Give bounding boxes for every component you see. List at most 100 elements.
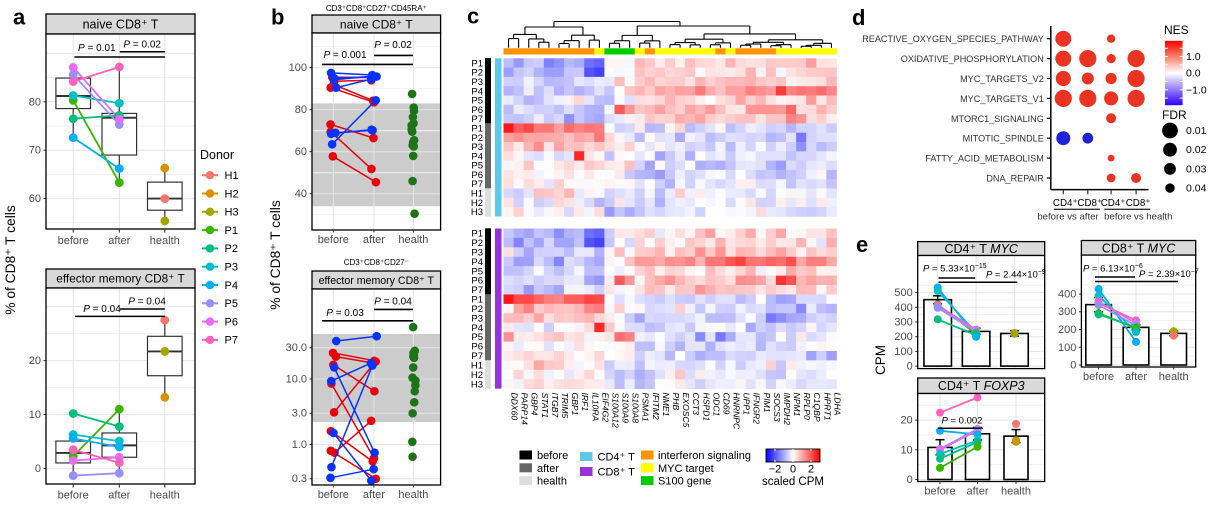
svg-text:P2: P2	[471, 68, 483, 79]
svg-text:30.0: 30.0	[286, 342, 307, 354]
svg-text:S100A9: S100A9	[621, 392, 631, 423]
svg-text:P5: P5	[225, 298, 238, 310]
svg-text:10: 10	[900, 444, 912, 456]
svg-text:P4: P4	[471, 323, 483, 334]
svg-text:P = 0.04: P = 0.04	[83, 304, 121, 315]
svg-text:100: 100	[1058, 342, 1076, 354]
svg-text:CD8⁺: CD8⁺	[1077, 198, 1102, 209]
svg-text:60: 60	[29, 193, 41, 205]
svg-text:c: c	[467, 4, 479, 29]
svg-text:H2: H2	[471, 370, 483, 381]
svg-text:IL10RA: IL10RA	[590, 393, 600, 422]
svg-text:CD4⁺: CD4⁺	[1053, 198, 1078, 209]
svg-text:S100A12: S100A12	[610, 392, 620, 428]
svg-text:100: 100	[289, 62, 307, 74]
svg-text:before: before	[318, 234, 349, 246]
svg-text:100: 100	[894, 346, 912, 358]
svg-text:FATTY_ACID_METABOLISM: FATTY_ACID_METABOLISM	[925, 154, 1043, 164]
svg-text:before: before	[537, 450, 568, 462]
svg-text:P = 0.04: P = 0.04	[374, 297, 412, 308]
svg-text:0: 0	[907, 361, 913, 373]
svg-text:IRF1: IRF1	[580, 393, 590, 412]
svg-text:MTORC1_SIGNALING: MTORC1_SIGNALING	[951, 114, 1044, 124]
svg-text:PIM1: PIM1	[762, 393, 772, 413]
svg-text:b: b	[271, 5, 284, 30]
svg-text:effector memory CD8⁺ T: effector memory CD8⁺ T	[56, 272, 184, 286]
svg-text:0.3: 0.3	[292, 473, 307, 485]
svg-text:400: 400	[1058, 289, 1076, 301]
svg-text:200: 200	[1058, 324, 1076, 336]
svg-text:−1.0: −1.0	[1186, 84, 1207, 96]
svg-text:3.0: 3.0	[292, 408, 307, 420]
svg-text:P4: P4	[471, 151, 483, 162]
svg-text:STAT1: STAT1	[540, 392, 550, 418]
svg-text:CD4⁺ T FOXP3: CD4⁺ T FOXP3	[938, 379, 1025, 393]
svg-text:SOCS3: SOCS3	[772, 393, 782, 422]
svg-text:CD4⁺ T MYC: CD4⁺ T MYC	[944, 242, 1018, 256]
svg-text:80: 80	[29, 96, 41, 108]
svg-text:PHB: PHB	[671, 393, 681, 411]
svg-text:HPRT1: HPRT1	[822, 392, 832, 420]
svg-text:Donor: Donor	[200, 148, 234, 162]
svg-text:P7: P7	[471, 351, 483, 362]
svg-text:NME1: NME1	[661, 393, 671, 417]
svg-text:0: 0	[1070, 360, 1076, 372]
svg-text:P6: P6	[471, 170, 483, 181]
svg-text:300: 300	[894, 317, 912, 329]
svg-text:naive CD8⁺ T: naive CD8⁺ T	[83, 18, 159, 32]
svg-text:effector memory CD8⁺ T: effector memory CD8⁺ T	[319, 275, 435, 287]
svg-text:H1: H1	[471, 361, 483, 372]
svg-text:20: 20	[900, 415, 912, 427]
svg-text:0.0: 0.0	[1186, 68, 1201, 80]
svg-text:IMPDH2: IMPDH2	[782, 393, 792, 426]
svg-text:before: before	[1083, 371, 1114, 383]
svg-text:before: before	[924, 486, 955, 498]
svg-text:MITOTIC_SPINDLE: MITOTIC_SPINDLE	[963, 134, 1044, 144]
svg-text:H1: H1	[471, 189, 483, 200]
svg-text:scaled CPM: scaled CPM	[762, 476, 824, 488]
svg-text:after: after	[966, 486, 988, 498]
svg-text:RPLP0: RPLP0	[802, 393, 812, 420]
svg-text:REACTIVE_OXYGEN_SPECIES_PATHWA: REACTIVE_OXYGEN_SPECIES_PATHWAY	[862, 34, 1044, 44]
svg-text:LDHA: LDHA	[832, 392, 842, 415]
svg-text:PARP14: PARP14	[520, 392, 530, 425]
svg-text:P3: P3	[471, 248, 483, 259]
svg-text:S100A8: S100A8	[631, 392, 641, 423]
svg-text:PSMA1: PSMA1	[641, 392, 651, 421]
svg-text:% of CD8⁺ T cells: % of CD8⁺ T cells	[268, 200, 283, 310]
svg-text:P = 0.04: P = 0.04	[128, 296, 166, 307]
svg-text:P7: P7	[471, 285, 483, 296]
svg-text:after: after	[537, 463, 559, 475]
svg-text:P1: P1	[225, 225, 238, 237]
svg-text:CPM: CPM	[873, 345, 888, 375]
svg-text:IFITM2: IFITM2	[651, 392, 661, 419]
svg-text:P1: P1	[471, 295, 483, 306]
svg-text:before vs health: before vs health	[1104, 212, 1172, 223]
svg-text:P = 5.33×10−15: P = 5.33×10−15	[923, 263, 987, 275]
svg-text:300: 300	[1058, 306, 1076, 318]
svg-text:20: 20	[29, 355, 41, 367]
svg-text:2: 2	[808, 464, 814, 476]
svg-text:NES: NES	[1164, 23, 1189, 37]
svg-text:before: before	[58, 235, 89, 247]
svg-text:P = 2.44×10−9: P = 2.44×10−9	[986, 269, 1046, 281]
svg-text:P2: P2	[471, 133, 483, 144]
svg-text:MYC_TARGETS_V1: MYC_TARGETS_V1	[960, 94, 1044, 104]
svg-text:OXIDATIVE_PHOSPHORYLATION: OXIDATIVE_PHOSPHORYLATION	[901, 54, 1044, 64]
svg-text:CD69: CD69	[721, 392, 731, 414]
svg-text:P5: P5	[471, 266, 483, 277]
svg-text:H3: H3	[471, 207, 483, 218]
svg-text:1.0: 1.0	[292, 439, 307, 451]
svg-text:10: 10	[29, 409, 41, 421]
svg-text:H3: H3	[225, 207, 239, 219]
svg-text:HNRNPC: HNRNPC	[732, 392, 742, 430]
svg-text:P5: P5	[471, 96, 483, 107]
svg-text:P4: P4	[225, 280, 238, 292]
svg-text:H2: H2	[225, 188, 239, 200]
svg-text:1.0: 1.0	[1186, 51, 1201, 63]
svg-text:ODC1: ODC1	[711, 392, 721, 416]
svg-text:TRIM5: TRIM5	[560, 393, 570, 419]
svg-text:0: 0	[790, 464, 796, 476]
svg-text:after: after	[363, 234, 385, 246]
svg-text:P3: P3	[225, 262, 238, 274]
